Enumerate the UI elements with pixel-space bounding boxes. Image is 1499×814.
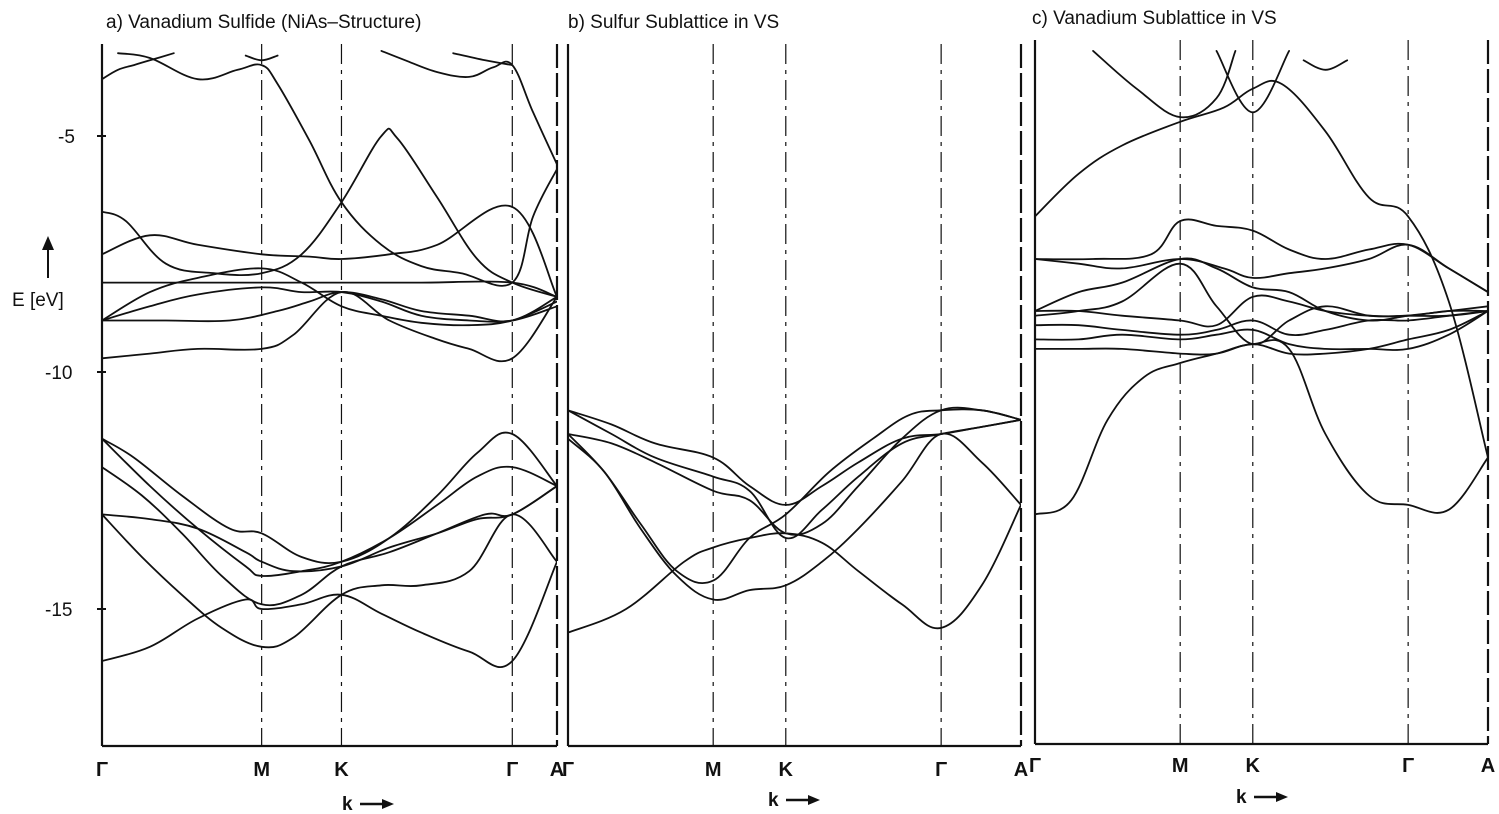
arrowhead-icon [1276, 792, 1288, 802]
band-group [102, 51, 557, 667]
panel-c-title: c) Vanadium Sublattice in VS [1032, 8, 1277, 29]
y-axis-label: E [eV] [12, 290, 64, 311]
y-tick-label: -15 [45, 600, 72, 621]
band-line [102, 514, 557, 647]
k-point-label: Γ [506, 759, 518, 781]
band-line [102, 53, 174, 79]
panel-b-title: b) Sulfur Sublattice in VS [568, 12, 779, 33]
k-point-label: K [1246, 755, 1261, 777]
k-point-label: A [1481, 755, 1495, 777]
band-line [568, 408, 1021, 535]
energy-axis-label: E [eV] [12, 236, 64, 311]
x-axis-label: k [768, 790, 779, 811]
band-line [568, 410, 1021, 505]
band-line [453, 53, 512, 65]
band-line [102, 486, 557, 571]
k-point-label: Γ [1029, 755, 1041, 777]
arrowhead-icon [42, 236, 54, 250]
band-line [1035, 311, 1488, 350]
arrowhead-icon [382, 799, 394, 809]
panel-a-title: a) Vanadium Sulfide (NiAs–Structure) [106, 12, 421, 33]
k-point-label: A [1014, 759, 1028, 781]
k-point-label: Γ [935, 759, 947, 781]
band-group [568, 408, 1021, 633]
k-point-label: M [1172, 755, 1189, 777]
band-line [1304, 60, 1348, 70]
band-line [1035, 340, 1488, 514]
y-tick-label: -5 [58, 127, 75, 148]
band-line [118, 53, 557, 286]
x-axis-label: k [342, 794, 353, 814]
k-point-label: Γ [96, 759, 108, 781]
k-axis-label-c: k [1236, 787, 1288, 808]
band-line [102, 292, 557, 321]
band-line [1093, 51, 1235, 117]
k-point-label: Γ [1402, 755, 1414, 777]
x-axis-label: k [1236, 787, 1247, 808]
band-line [568, 505, 1021, 633]
band-line [102, 562, 557, 667]
k-point-label: K [334, 759, 349, 781]
band-line [102, 292, 557, 361]
k-point-label: K [779, 759, 794, 781]
arrowhead-icon [808, 795, 820, 805]
band-line [102, 129, 557, 297]
band-line [1035, 245, 1488, 292]
k-axis-label-b: k [768, 790, 820, 811]
k-axis-label-a: k [342, 794, 394, 814]
band-line [102, 287, 557, 321]
band-line [1035, 81, 1488, 458]
band-line [568, 410, 1021, 538]
y-tick-label: -10 [45, 363, 72, 384]
band-line [102, 439, 557, 576]
k-point-label: M [705, 759, 722, 781]
band-line [381, 51, 557, 164]
k-point-label: M [253, 759, 270, 781]
k-point-label: Γ [562, 759, 574, 781]
band-line [1035, 219, 1488, 292]
band-group [1035, 51, 1488, 515]
